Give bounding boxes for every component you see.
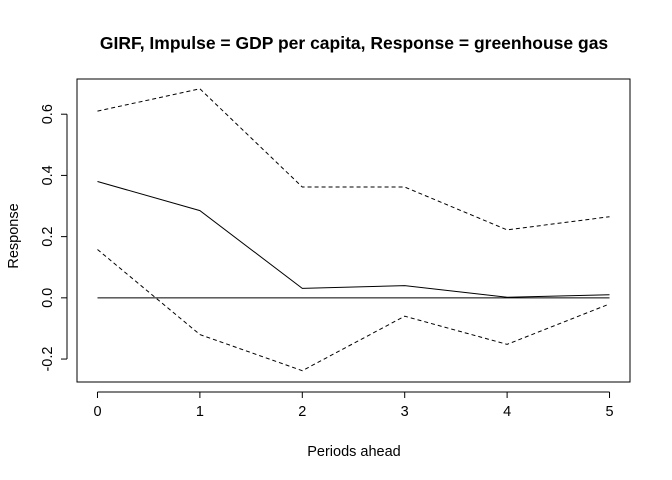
plot-frame	[76, 78, 631, 383]
y-tick-label: 0.4	[40, 165, 56, 185]
x-tick-label: 3	[401, 404, 409, 420]
x-tick-label: 0	[93, 404, 101, 420]
x-tick-label: 5	[605, 404, 613, 420]
y-tick-label: 0.6	[40, 104, 56, 124]
y-tick-label: -0.2	[40, 347, 56, 372]
series-line-upper-band	[97, 88, 610, 231]
series-line-response	[97, 181, 610, 298]
x-axis-label: Periods ahead	[307, 444, 401, 460]
x-tick-label: 4	[503, 404, 511, 420]
y-tick-label: 0.2	[40, 227, 56, 247]
chart-title: GIRF, Impulse = GDP per capita, Response…	[100, 33, 609, 53]
y-axis-label: Response	[6, 203, 22, 268]
plot-layer: 0 1 2 3 4 5 -0.2 0.0 0.2 0.4 0.6	[40, 88, 614, 420]
y-tick-label: 0.0	[40, 288, 56, 308]
x-tick-label: 2	[298, 404, 306, 420]
x-tick-label: 1	[196, 404, 204, 420]
